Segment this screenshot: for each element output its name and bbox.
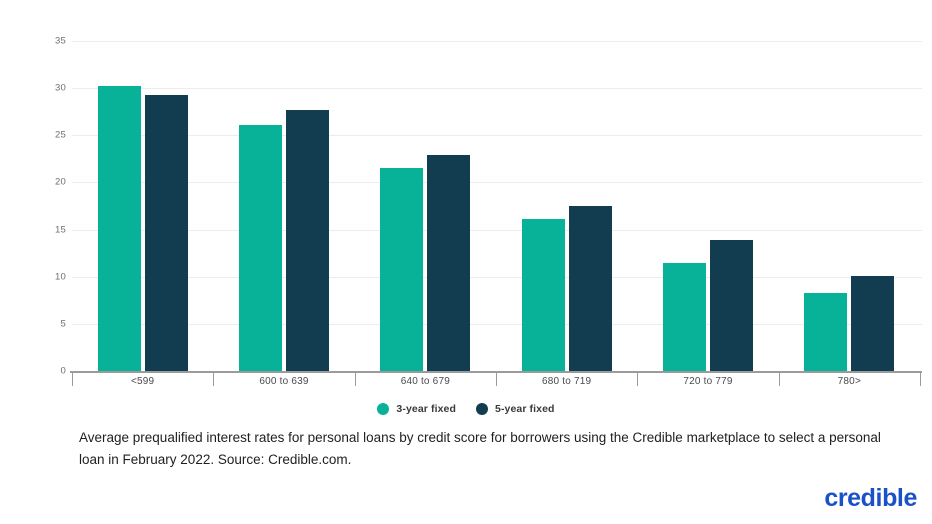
- bar-3-year-fixed: [521, 219, 565, 371]
- bar-3-year-fixed: [380, 168, 424, 371]
- legend-label: 5-year fixed: [495, 403, 555, 415]
- x-axis-category-label: 780>: [837, 376, 861, 387]
- y-gridline: [72, 276, 922, 278]
- y-axis-tick-label: 15: [55, 224, 66, 236]
- y-gridline: [72, 229, 922, 231]
- y-axis-tick-label: 30: [55, 82, 66, 94]
- y-axis-tick-label: 10: [55, 271, 66, 283]
- x-axis-line: [70, 371, 922, 373]
- bar-5-year-fixed: [427, 155, 471, 371]
- y-gridline: [72, 88, 922, 90]
- legend-item: 3-year fixed: [377, 403, 456, 415]
- bar-5-year-fixed: [851, 275, 895, 371]
- chart-caption: Average prequalified interest rates for …: [79, 430, 881, 467]
- credible-logo: credible: [824, 484, 917, 512]
- bar-3-year-fixed: [804, 292, 848, 371]
- y-axis-tick-label: 35: [55, 35, 66, 47]
- x-axis-category-label: 680 to 719: [542, 376, 592, 387]
- x-axis-category-label: <599: [130, 376, 155, 387]
- x-axis-tick: [354, 373, 356, 386]
- x-axis-tick: [496, 373, 497, 386]
- y-axis-tick-label: 20: [55, 176, 66, 188]
- y-gridline: [72, 41, 922, 42]
- y-gridline: [72, 182, 922, 184]
- x-axis-category-label: 600 to 639: [259, 376, 309, 387]
- legend-color-dot-icon: [476, 403, 488, 415]
- bar-5-year-fixed: [144, 94, 188, 371]
- x-axis-tick: [637, 373, 639, 386]
- y-axis-tick-label: 5: [60, 318, 66, 330]
- y-axis-tick-label: 25: [55, 129, 66, 141]
- bar-3-year-fixed: [663, 262, 706, 371]
- x-axis-category-label: 720 to 779: [683, 376, 733, 387]
- bar-5-year-fixed: [568, 206, 612, 371]
- legend-label: 3-year fixed: [396, 403, 456, 415]
- bar-3-year-fixed: [239, 124, 282, 371]
- x-axis-category-label: 640 to 679: [400, 376, 450, 387]
- chart-legend: 3-year fixed 5-year fixed: [0, 401, 932, 417]
- x-axis-tick: [920, 373, 921, 386]
- legend-color-dot-icon: [377, 403, 390, 415]
- x-axis-tick: [213, 373, 215, 386]
- x-axis-tick: [72, 373, 73, 386]
- bar-5-year-fixed: [286, 109, 329, 371]
- x-axis-tick: [778, 373, 780, 386]
- y-axis-tick-label: 0: [60, 365, 66, 377]
- bar-5-year-fixed: [710, 239, 753, 371]
- y-gridline: [72, 323, 922, 325]
- y-gridline: [72, 135, 922, 137]
- legend-item: 5-year fixed: [476, 403, 555, 415]
- bar-3-year-fixed: [97, 86, 141, 371]
